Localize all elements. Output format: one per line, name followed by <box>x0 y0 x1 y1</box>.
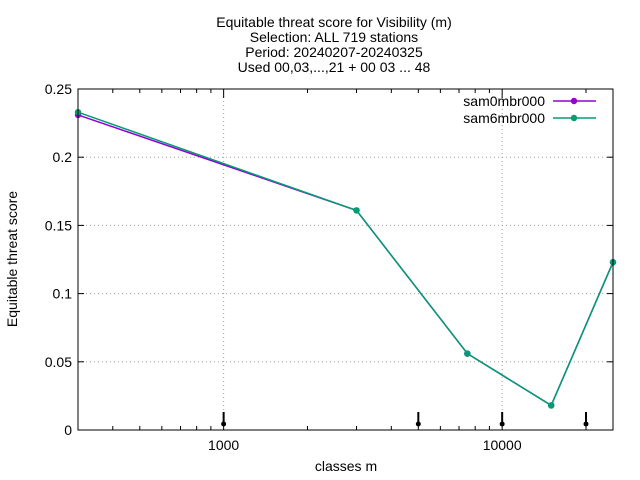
data-point-sam6mbr000 <box>464 350 471 357</box>
class-marker-dot <box>499 421 505 427</box>
y-axis-label: Equitable threat score <box>4 191 20 327</box>
y-tick-label: 0.15 <box>45 217 72 233</box>
y-tick-label: 0 <box>64 422 72 438</box>
y-axis-ticks: 0 0.05 0.1 0.15 0.2 0.25 <box>45 81 613 438</box>
chart-title: Equitable threat score for Visibility (m… <box>216 14 452 75</box>
legend-marker <box>570 97 578 105</box>
x-minor-ticks <box>112 89 587 430</box>
x-tick-label: 1000 <box>208 437 239 453</box>
legend-marker <box>570 114 578 122</box>
class-marker-dot <box>221 421 227 427</box>
y-tick-label: 0.25 <box>45 81 72 97</box>
grid <box>78 89 613 430</box>
class-markers <box>221 412 589 427</box>
title-line-1: Equitable threat score for Visibility (m… <box>216 14 452 30</box>
class-marker-dot <box>415 421 421 427</box>
legend-label: sam0mbr000 <box>463 93 545 109</box>
class-marker-dot <box>583 421 589 427</box>
title-line-2: Selection: ALL 719 stations <box>250 29 418 45</box>
x-axis-label: classes m <box>315 458 377 474</box>
x-tick-label: 10000 <box>483 437 522 453</box>
plot-frame <box>77 88 614 431</box>
x-axis-ticks: 1000 10000 <box>208 89 522 453</box>
y-tick-label: 0.1 <box>53 286 73 302</box>
data-point-sam6mbr000 <box>548 402 555 409</box>
y-tick-label: 0.05 <box>45 354 72 370</box>
legend-label: sam6mbr000 <box>463 110 545 126</box>
title-line-4: Used 00,03,...,21 + 00 03 ... 48 <box>238 59 431 75</box>
data-point-sam6mbr000 <box>353 207 360 214</box>
y-tick-label: 0.2 <box>53 149 73 165</box>
series <box>74 108 617 409</box>
title-line-3: Period: 20240207-20240325 <box>245 44 423 60</box>
